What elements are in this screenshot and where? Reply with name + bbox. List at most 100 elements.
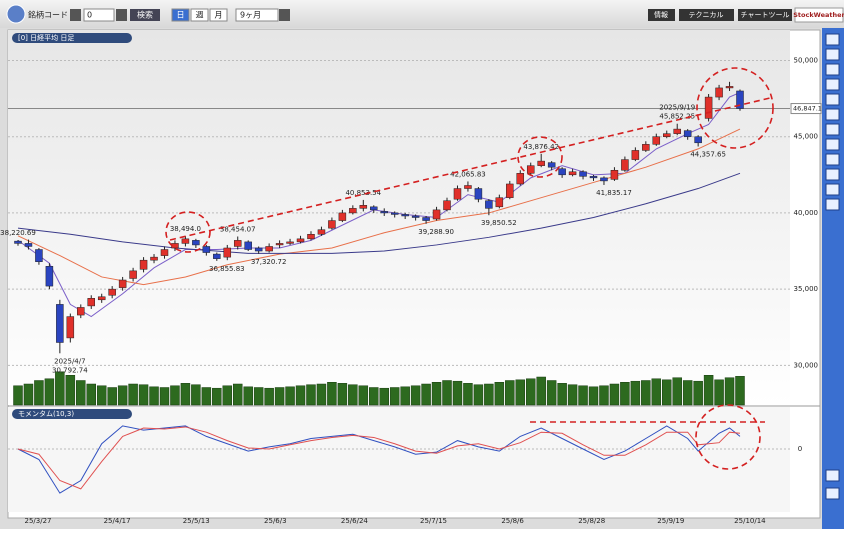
volume-bar	[306, 384, 316, 406]
info-button[interactable]	[648, 9, 675, 21]
volume-bar	[714, 379, 724, 406]
chart-title: [0] 日経平均 日足	[18, 33, 74, 42]
candle-body	[139, 259, 148, 270]
candle-body	[56, 304, 64, 343]
candle-body	[485, 200, 493, 209]
period-button[interactable]	[209, 8, 228, 22]
volume-bar	[620, 382, 630, 406]
candle-body	[558, 168, 566, 176]
search-button[interactable]	[130, 9, 160, 21]
y-tick-label: 50,000	[794, 56, 819, 64]
period-button[interactable]	[190, 8, 209, 22]
candle-body	[213, 253, 221, 259]
tool-icon[interactable]	[825, 48, 840, 61]
candle-body	[474, 188, 483, 200]
volume-bar	[703, 375, 714, 406]
price-annotation: 43,876.42	[523, 143, 559, 151]
x-tick-label: 25/7/15	[420, 517, 447, 525]
volume-bar	[724, 377, 735, 406]
volume-bar	[149, 386, 159, 406]
brand-logo[interactable]	[794, 7, 844, 23]
volume-bar	[201, 387, 212, 406]
volume-bar	[473, 384, 484, 406]
volume-bar	[379, 387, 389, 406]
volume-bar	[693, 380, 703, 406]
volume-bar	[536, 376, 546, 406]
volume-bar	[274, 387, 285, 406]
sidebar	[822, 28, 844, 529]
candle-body	[401, 214, 409, 217]
x-tick-label: 25/5/13	[183, 517, 210, 525]
period-button[interactable]	[171, 8, 190, 22]
period-label: 週	[196, 11, 204, 20]
momentum-title: モメンタム(10,3)	[18, 409, 74, 418]
moving-average	[17, 172, 741, 254]
range-dropdown[interactable]	[279, 9, 290, 21]
candle-body	[349, 208, 357, 214]
tool-icon[interactable]	[825, 123, 840, 136]
tool-icon[interactable]	[825, 78, 840, 91]
enter-button[interactable]	[116, 9, 127, 21]
volume-bar	[630, 380, 641, 406]
candle-body	[516, 173, 525, 185]
candle-body	[526, 165, 535, 174]
volume-bar	[609, 383, 620, 406]
volume-bar	[389, 387, 400, 406]
chart-title-pill	[12, 33, 132, 43]
price-annotation: 44,357.65	[690, 150, 726, 158]
volume-bar	[682, 380, 693, 406]
volume-bar	[295, 385, 306, 406]
volume-bar	[159, 387, 170, 406]
x-tick-label: 25/8/6	[501, 517, 524, 525]
candle-body	[129, 270, 137, 279]
circle	[165, 211, 211, 253]
price-annotation: 40,853.54	[345, 189, 381, 197]
range-select[interactable]	[235, 8, 279, 22]
candle-body	[265, 246, 273, 252]
volume-bar	[34, 380, 44, 406]
tool-icon[interactable]	[825, 487, 840, 500]
tool-icon[interactable]	[825, 168, 840, 181]
volume-bar	[662, 379, 672, 406]
volume-bar	[421, 383, 431, 406]
tool-icon[interactable]	[825, 138, 840, 151]
candle-body	[160, 249, 169, 256]
trend-line	[169, 97, 771, 241]
chart-tool-button[interactable]	[738, 9, 792, 21]
tool-icon[interactable]	[825, 108, 840, 121]
tool-icon[interactable]	[825, 93, 840, 106]
tool-icon[interactable]	[825, 198, 840, 211]
volume-bar	[253, 387, 264, 406]
volume-bar	[138, 384, 149, 406]
candle-body	[704, 96, 713, 119]
candle-body	[45, 266, 54, 287]
candle-body	[233, 240, 242, 247]
candle-body	[359, 205, 368, 209]
volume-bar	[442, 380, 452, 406]
candle-body	[725, 86, 734, 89]
x-tick-label: 25/10/14	[734, 517, 766, 525]
code-dropdown[interactable]	[70, 9, 81, 21]
volume-bar	[546, 380, 557, 406]
candle-body	[108, 288, 116, 296]
candle-body	[118, 279, 127, 288]
y-tick-label: 35,000	[794, 285, 819, 293]
tool-icon[interactable]	[825, 63, 840, 76]
y-tick-label: 45,000	[794, 133, 819, 141]
candle-body	[642, 144, 650, 151]
y-tick-label: 30,000	[794, 361, 819, 369]
candle-body	[24, 243, 33, 247]
tool-icon[interactable]	[825, 153, 840, 166]
tool-icon[interactable]	[825, 469, 840, 482]
candle-body	[673, 128, 681, 134]
price-annotation: 41,835.17	[596, 189, 632, 197]
candle-body	[380, 211, 388, 214]
tool-icon[interactable]	[825, 183, 840, 196]
candle-body	[547, 162, 556, 168]
tool-icon[interactable]	[825, 33, 840, 46]
code-input[interactable]	[83, 8, 115, 22]
volume-bar	[505, 380, 515, 406]
technical-button[interactable]	[679, 9, 734, 21]
candle-body	[568, 171, 577, 176]
volume-bar	[463, 383, 473, 406]
